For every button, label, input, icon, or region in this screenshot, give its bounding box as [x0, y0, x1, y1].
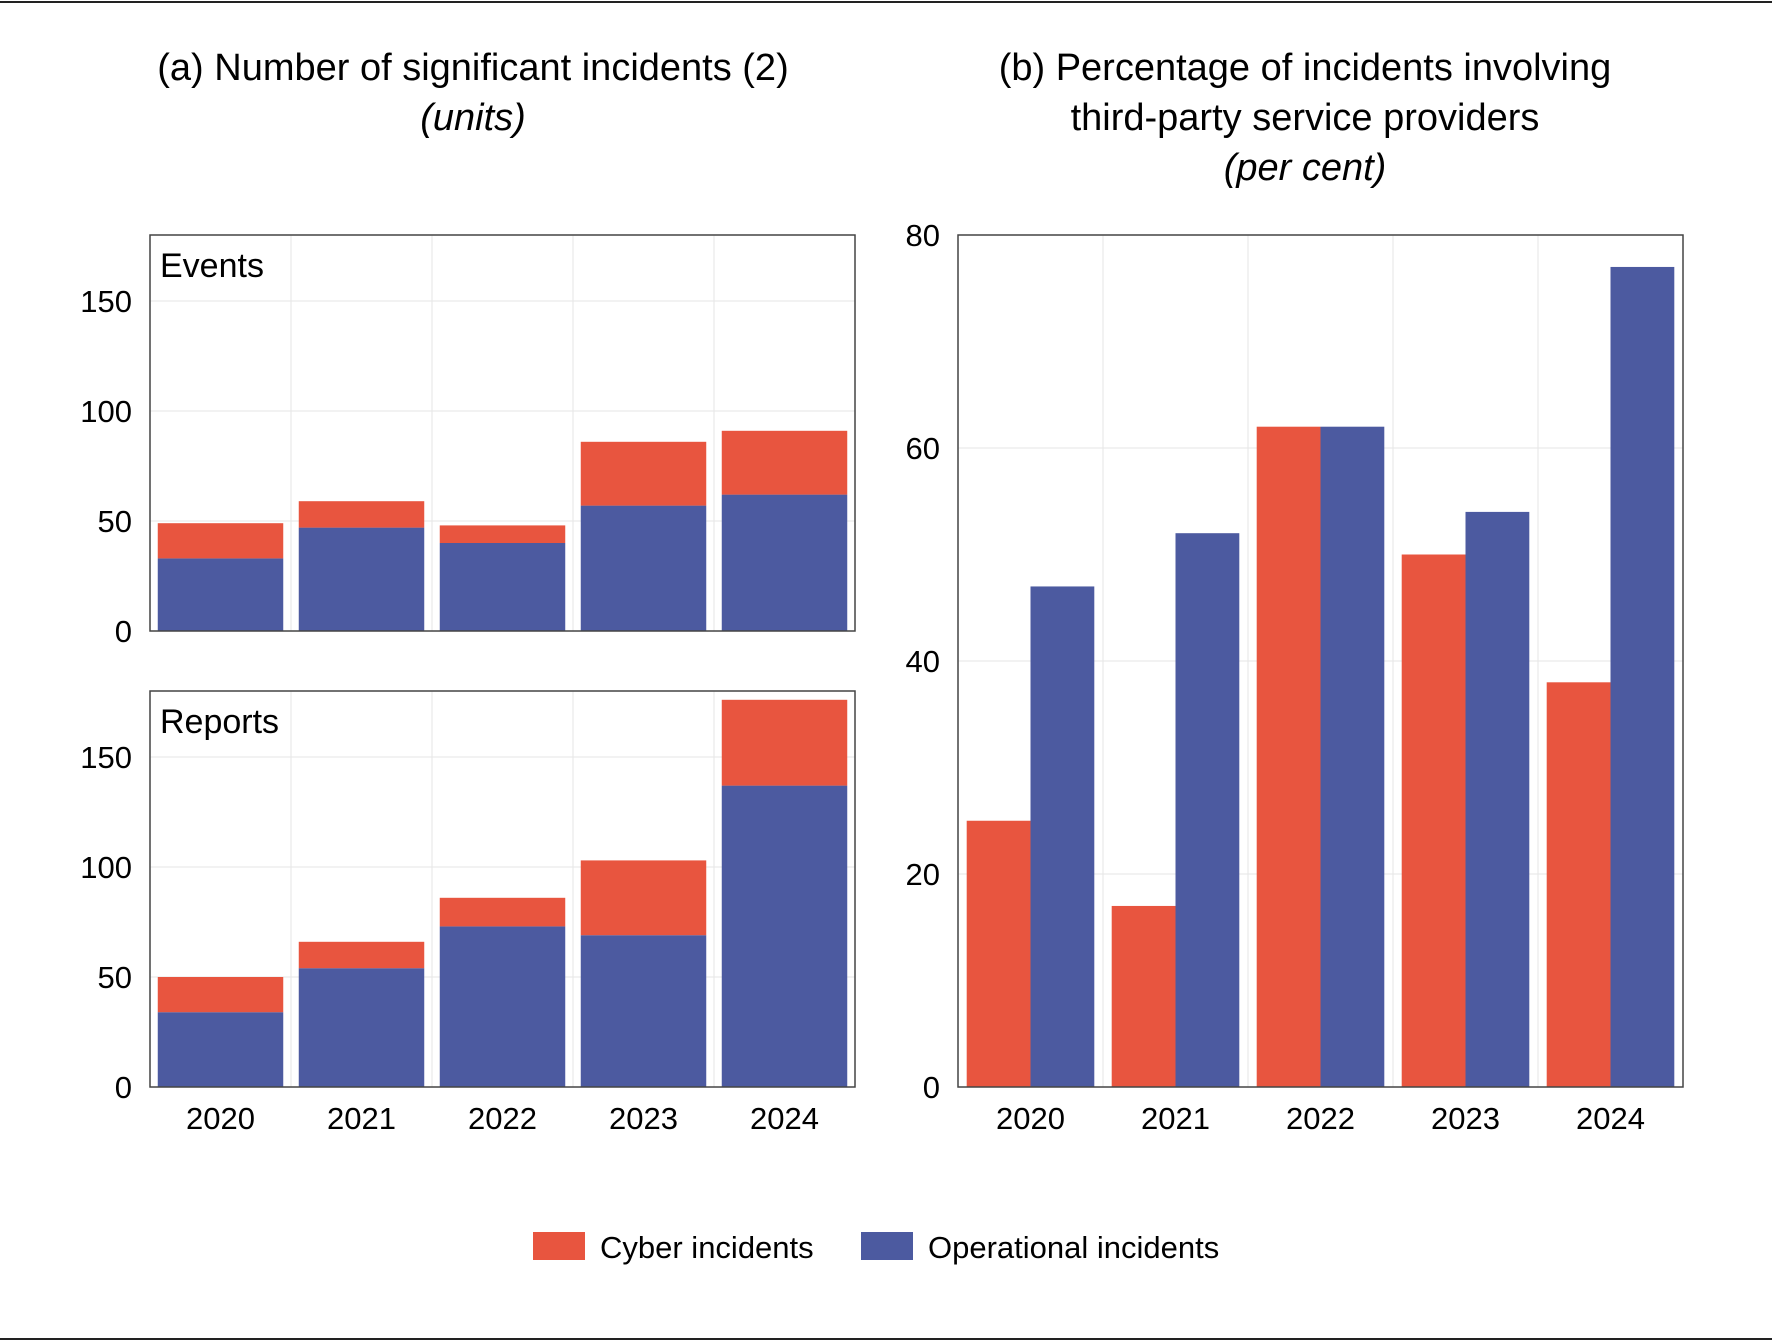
reports-bar-operational — [439, 926, 566, 1087]
events-subplot: 0 50 100 150 Events — [80, 234, 856, 649]
pct-bar-operational — [1175, 533, 1240, 1087]
reports-bar-operational — [580, 935, 707, 1087]
legend-label-cyber: Cyber incidents — [600, 1230, 814, 1265]
events-y-tick-label: 150 — [80, 284, 132, 319]
events-bar-cyber — [298, 501, 425, 528]
reports-y-tick-label: 0 — [115, 1070, 132, 1105]
pct-x-tick-label: 2021 — [1141, 1101, 1210, 1136]
events-bar-cyber — [439, 525, 566, 543]
events-bar-cyber — [157, 523, 284, 559]
reports-y-tick-label: 150 — [80, 740, 132, 775]
pct-bar-cyber — [1546, 682, 1611, 1087]
reports-bar-cyber — [298, 941, 425, 969]
pct-x-tick-label: 2024 — [1576, 1101, 1645, 1136]
events-bar-cyber — [721, 430, 848, 495]
events-panel-label: Events — [160, 247, 264, 285]
pct-bar-cyber — [1401, 554, 1466, 1087]
events-bar-cyber — [580, 441, 707, 506]
pct-y-tick-label: 20 — [906, 857, 940, 892]
reports-bar-cyber — [439, 897, 566, 927]
events-bar-operational — [721, 494, 848, 631]
reports-x-tick-label: 2024 — [750, 1101, 819, 1136]
reports-x-tick-label: 2020 — [186, 1101, 255, 1136]
legend-label-operational: Operational incidents — [928, 1230, 1219, 1265]
reports-bar-cyber — [580, 860, 707, 936]
pct-bar-operational — [1610, 266, 1675, 1087]
panel-b-unit: (per cent) — [1224, 147, 1387, 189]
reports-bar-operational — [721, 785, 848, 1087]
pct-bar-operational — [1465, 511, 1530, 1087]
third-party-percentage-plot: 0 20 40 60 80 2020 2021 2022 2023 2024 — [906, 218, 1684, 1136]
pct-bar-operational — [1320, 426, 1385, 1087]
panel-b-title-line1: (b) Percentage of incidents involving — [999, 47, 1612, 89]
events-frame — [149, 234, 856, 632]
legend-swatch-operational — [861, 1232, 913, 1260]
pct-x-tick-label: 2023 — [1431, 1101, 1500, 1136]
events-bar-operational — [439, 543, 566, 631]
pct-bar-cyber — [966, 820, 1031, 1087]
pct-x-tick-label: 2022 — [1286, 1101, 1355, 1136]
events-y-tick-label: 50 — [98, 504, 132, 539]
reports-y-tick-label: 100 — [80, 850, 132, 885]
reports-y-tick-label: 50 — [98, 960, 132, 995]
pct-y-tick-label: 80 — [906, 218, 940, 253]
reports-subplot: 0 50 100 150 2020 2021 2022 2023 2024 Reports — [80, 690, 856, 1136]
reports-bar-cyber — [157, 977, 284, 1013]
panel-a-unit: (units) — [420, 97, 526, 139]
reports-bar-operational — [157, 1012, 284, 1087]
events-bar-operational — [157, 558, 284, 631]
reports-x-tick-label: 2023 — [609, 1101, 678, 1136]
reports-frame — [149, 690, 856, 1088]
events-y-tick-label: 100 — [80, 394, 132, 429]
pct-y-tick-label: 0 — [923, 1070, 940, 1105]
panel-a-title: (a) Number of significant incidents (2) — [157, 47, 788, 89]
events-bar-operational — [580, 505, 707, 631]
pct-x-tick-label: 2020 — [996, 1101, 1065, 1136]
legend-swatch-cyber — [533, 1232, 585, 1260]
events-bar-operational — [298, 527, 425, 631]
reports-x-tick-label: 2022 — [468, 1101, 537, 1136]
pct-y-tick-label: 60 — [906, 431, 940, 466]
panel-b-title-line2: third-party service providers — [1071, 97, 1540, 139]
reports-panel-label: Reports — [160, 703, 279, 741]
pct-bar-operational — [1030, 586, 1095, 1087]
reports-bar-operational — [298, 968, 425, 1087]
events-y-tick-label: 0 — [115, 614, 132, 649]
pct-y-tick-label: 40 — [906, 644, 940, 679]
pct-frame — [957, 234, 1684, 1088]
pct-bar-cyber — [1256, 426, 1321, 1087]
reports-x-tick-label: 2021 — [327, 1101, 396, 1136]
pct-bar-cyber — [1111, 905, 1176, 1087]
reports-bar-cyber — [721, 699, 848, 786]
legend: Cyber incidents Operational incidents — [533, 1230, 1219, 1265]
